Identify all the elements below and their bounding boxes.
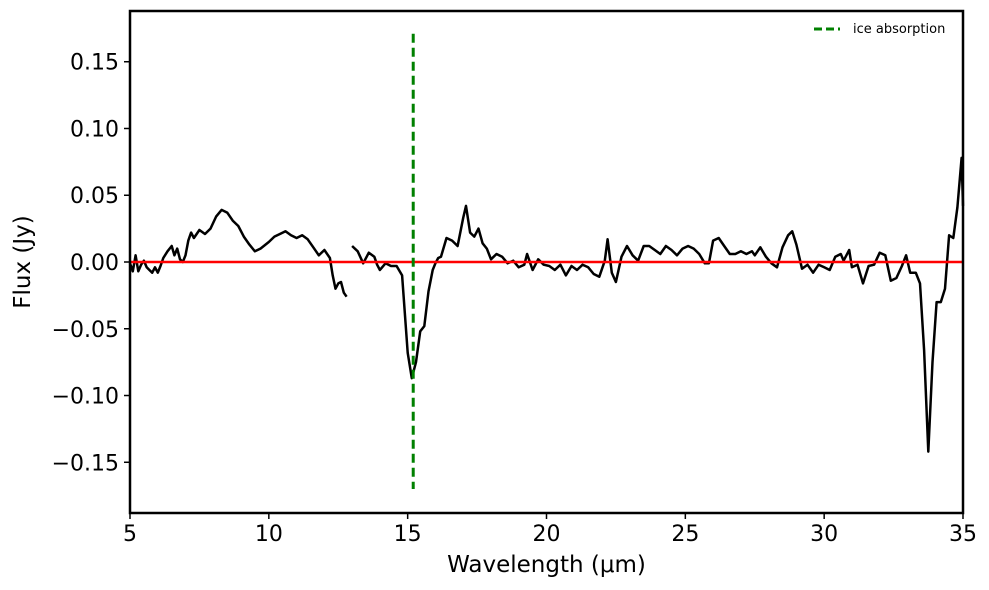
x-tick-label: 20 (533, 522, 561, 547)
y-tick-label: −0.05 (52, 318, 119, 343)
series-line-segment-1 (128, 208, 348, 298)
axis-ticks: 5 10 15 20 25 30 35 −0.15 −0.10 −0.05 0.00 0.05 0.10… (52, 51, 977, 547)
x-tick-label: 30 (810, 522, 838, 547)
x-tick-label: 10 (255, 522, 283, 547)
legend-label-ice-absorption: ice absorption (853, 22, 945, 37)
plot-area (128, 33, 965, 489)
y-tick-label: 0.00 (70, 251, 119, 276)
series-line-segment-2 (351, 156, 965, 453)
legend: ice absorption (814, 22, 945, 37)
x-tick-label: 5 (123, 522, 137, 547)
x-axis-label: Wavelength (μm) (447, 552, 646, 578)
x-tick-label: 15 (394, 522, 422, 547)
y-axis-label: Flux (Jy) (10, 215, 36, 308)
y-tick-label: 0.15 (70, 51, 119, 76)
y-tick-label: −0.10 (52, 385, 119, 410)
y-tick-label: −0.15 (52, 451, 119, 476)
y-tick-label: 0.05 (70, 184, 119, 209)
y-tick-label: 0.10 (70, 117, 119, 142)
x-tick-label: 35 (949, 522, 977, 547)
x-tick-label: 25 (671, 522, 699, 547)
